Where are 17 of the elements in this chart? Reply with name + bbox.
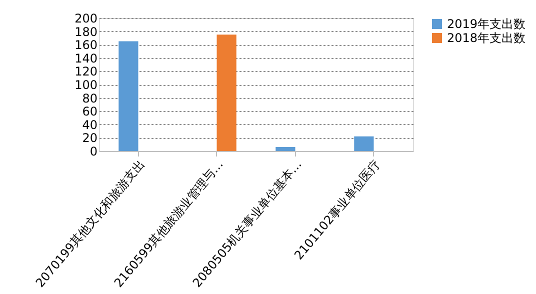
bar xyxy=(276,147,296,151)
bar xyxy=(118,41,138,151)
y-tick-label: 0 xyxy=(90,144,98,158)
bar xyxy=(216,34,236,151)
legend-label: 2019年支出数 xyxy=(447,17,526,31)
y-tick-label: 100 xyxy=(74,78,98,92)
y-tick-label: 160 xyxy=(74,38,98,52)
y-tick-label: 200 xyxy=(74,12,98,26)
bar xyxy=(354,136,374,151)
y-tick-label: 20 xyxy=(82,131,98,146)
y-tick-label: 60 xyxy=(82,104,98,119)
y-tick-label: 180 xyxy=(74,24,98,39)
y-tick-label: 80 xyxy=(82,91,98,106)
y-tick-label: 140 xyxy=(74,51,98,66)
legend-label: 2018年支出数 xyxy=(447,31,526,45)
y-tick-label: 120 xyxy=(74,64,98,79)
y-tick-label: 40 xyxy=(82,118,98,132)
